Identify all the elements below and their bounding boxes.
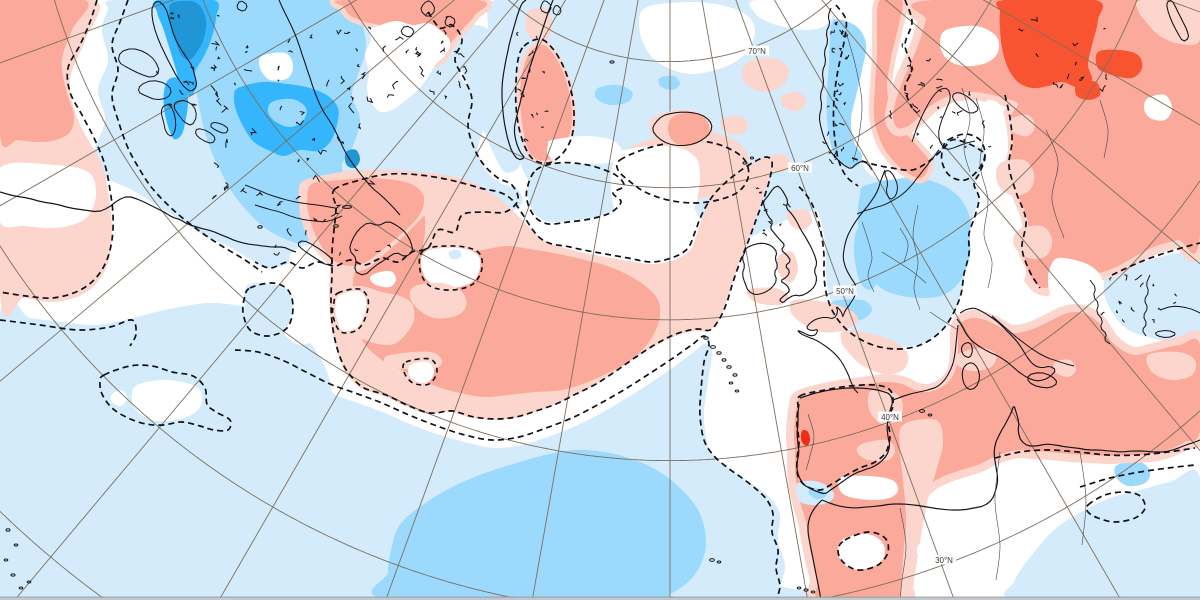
svg-text:30°N: 30°N [935,556,953,565]
svg-text:40°N: 40°N [881,413,899,422]
svg-text:60°N: 60°N [791,164,809,173]
svg-text:70°N: 70°N [748,47,766,56]
svg-text:50°N: 50°N [836,287,854,296]
